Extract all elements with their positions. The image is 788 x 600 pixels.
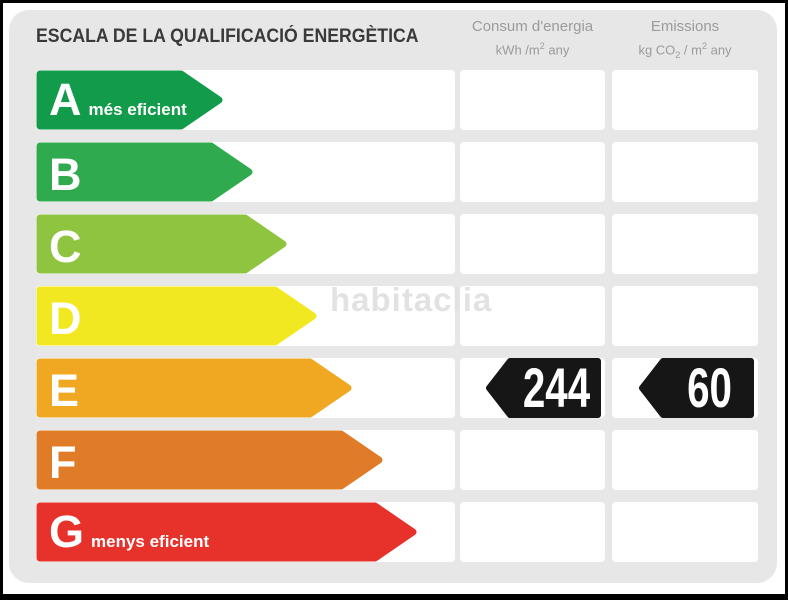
emissions-column-title: Emissions	[650, 18, 720, 35]
consum-column-units: kWh /m2 any	[495, 41, 570, 58]
emissions-column-header: Emissions kg CO2 / m2 any	[612, 17, 758, 63]
efficiency-label-A: més eficient	[88, 100, 187, 119]
watermark: habitaclia	[330, 281, 493, 318]
grade-letter-F: F	[49, 436, 77, 488]
emissions-tag-arrow-icon	[639, 358, 754, 418]
consum-column-header: Consum d'energia kWh /m2 any	[460, 17, 605, 58]
consum-column-title: Consum d'energia	[471, 18, 594, 35]
emissions-cell-F	[612, 430, 758, 490]
rating-row-E: E 244 60	[9, 358, 777, 418]
consum-cell-B	[460, 142, 605, 202]
emissions-cell-B	[612, 142, 758, 202]
rating-bar-track-F: F	[36, 430, 455, 490]
grade-label-group-E: E	[49, 364, 80, 416]
grade-label-group-C: C	[49, 220, 82, 272]
consum-tag-arrow-icon	[486, 358, 601, 418]
rating-row-B: B	[9, 142, 777, 202]
grade-label-group-B: B	[49, 148, 82, 200]
rating-bar-C	[36, 214, 287, 274]
rating-bar-track-B: B	[36, 142, 455, 202]
rating-row-D: D	[9, 286, 777, 346]
consum-cell-E: 244	[460, 358, 605, 418]
rating-row-C: C	[9, 214, 777, 274]
rating-bar-G	[36, 502, 417, 562]
page-title: ESCALA DE LA QUALIFICACIÓ ENERGÈTICA	[36, 26, 419, 47]
energy-scale-panel: ESCALA DE LA QUALIFICACIÓ ENERGÈTICA Con…	[9, 10, 777, 583]
emissions-value: 60	[687, 356, 732, 419]
consum-cell-D	[460, 286, 605, 346]
grade-letter-G: G	[49, 506, 85, 557]
consum-value: 244	[522, 356, 591, 419]
grade-label-group-F: F	[49, 436, 77, 488]
grade-letter-D: D	[49, 292, 82, 344]
emissions-value-tag: 60	[637, 358, 758, 418]
grade-letter-C: C	[49, 220, 82, 272]
grade-letter-B: B	[49, 148, 82, 200]
emissions-cell-A	[612, 70, 758, 130]
grade-letter-E: E	[49, 364, 80, 416]
consum-value-tag: 244	[484, 358, 605, 418]
rating-bar-A	[36, 70, 223, 130]
efficiency-label-G: menys eficient	[91, 532, 210, 551]
consum-cell-A	[460, 70, 605, 130]
emissions-cell-C	[612, 214, 758, 274]
grade-label-group-D: D	[49, 292, 82, 344]
rating-bar-track-D: D	[36, 286, 455, 346]
rating-bar-D	[36, 286, 317, 346]
rating-bar-track-E: E	[36, 358, 455, 418]
consum-cell-F	[460, 430, 605, 490]
grade-letter-A: A	[49, 74, 82, 125]
rating-bar-E	[36, 358, 352, 418]
emissions-column-units: kg CO2 / m2 any	[638, 41, 732, 60]
emissions-cell-D	[612, 286, 758, 346]
emissions-cell-E: 60	[612, 358, 758, 418]
emissions-cell-G	[612, 502, 758, 562]
consum-cell-C	[460, 214, 605, 274]
rating-row-F: F	[9, 430, 777, 490]
rating-bar-F	[36, 430, 383, 490]
consum-cell-G	[460, 502, 605, 562]
rating-bar-track-C: C	[36, 214, 455, 274]
rating-bar-B	[36, 142, 253, 202]
